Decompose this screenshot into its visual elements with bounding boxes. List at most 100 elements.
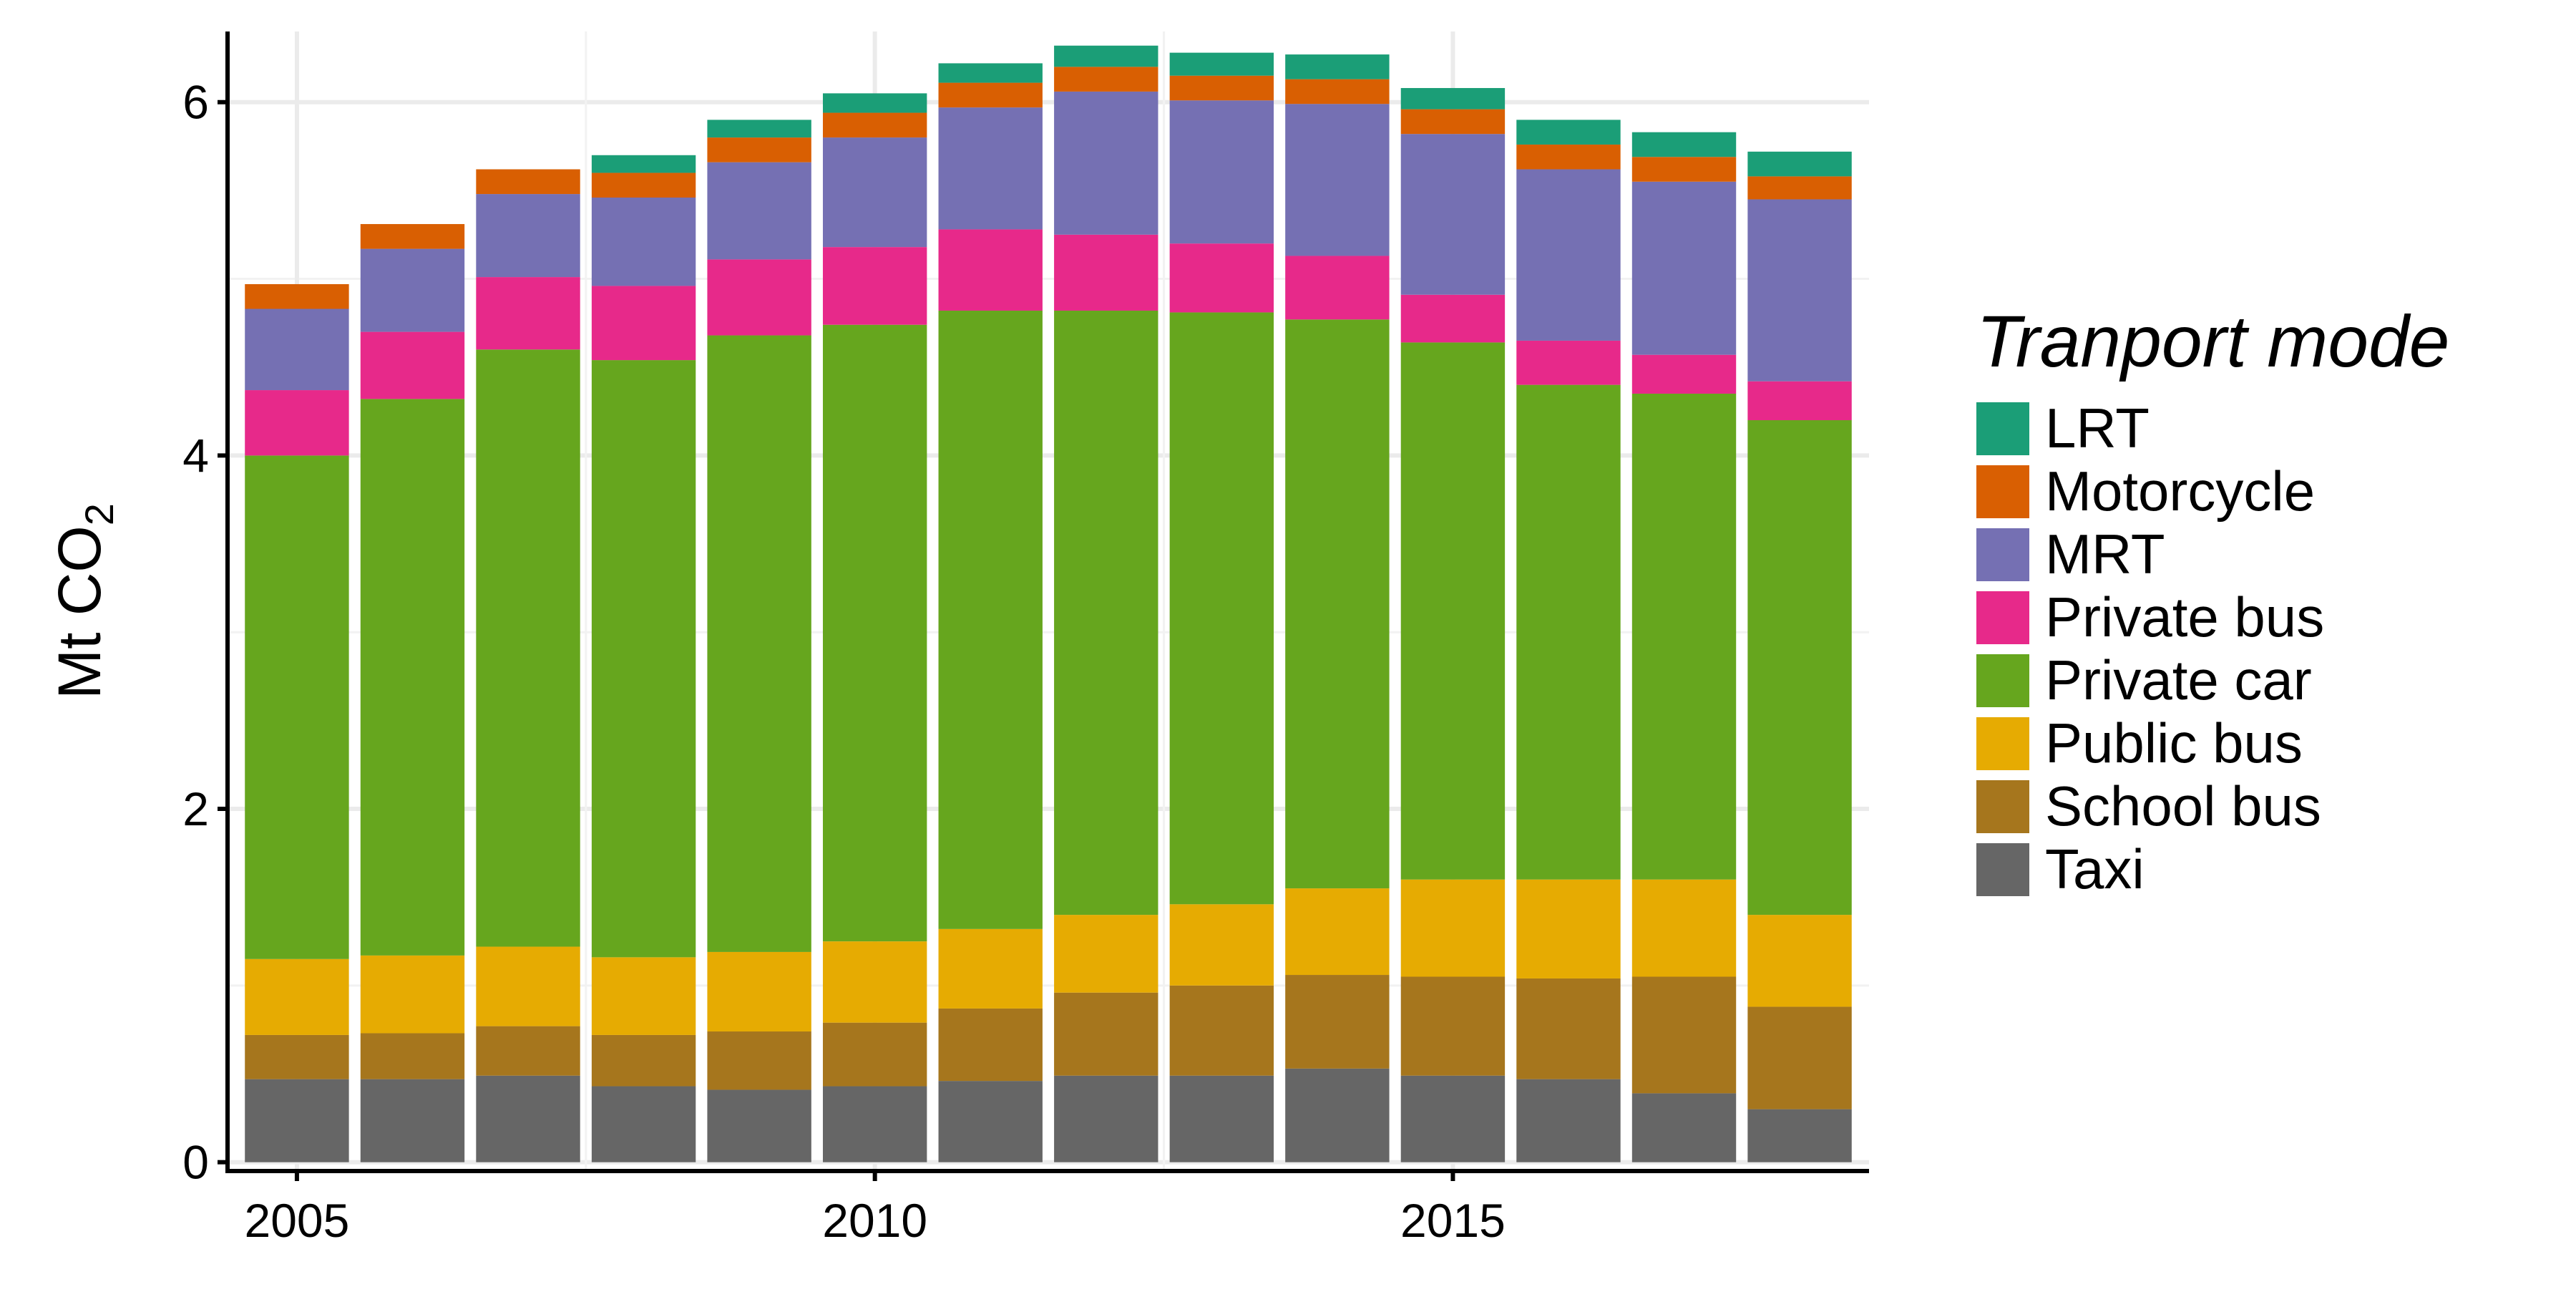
bar-segment-private-car <box>1747 420 1852 915</box>
bar-segment-public-bus <box>1054 915 1158 993</box>
bar-segment-lrt <box>591 155 696 173</box>
bar-segment-private-car <box>1054 310 1158 915</box>
bar-segment-taxi <box>1747 1109 1852 1162</box>
bar-segment-private-bus <box>1169 243 1274 313</box>
bar-segment-motorcycle <box>938 82 1043 108</box>
bar-segment-school-bus <box>1400 976 1506 1076</box>
bar-segment-private-car <box>938 310 1043 929</box>
bar-segment-taxi <box>938 1081 1043 1162</box>
bar-segment-mrt <box>1169 100 1274 244</box>
bar-segment-lrt <box>707 120 811 138</box>
bar-segment-lrt <box>1631 132 1737 157</box>
bar-segment-private-bus <box>360 331 465 399</box>
bar-segment-motorcycle <box>360 224 465 249</box>
bar-segment-school-bus <box>1747 1006 1852 1109</box>
legend-label-private-bus: Private bus <box>2045 586 2324 649</box>
legend-label-school-bus: School bus <box>2045 774 2321 837</box>
bar-segment-private-car <box>360 399 465 956</box>
bar-segment-school-bus <box>360 1033 465 1079</box>
bar-segment-taxi <box>245 1079 349 1162</box>
bar-segment-mrt <box>591 198 696 286</box>
bar-segment-school-bus <box>1169 985 1274 1076</box>
bar-segment-private-car <box>707 335 811 952</box>
bar-segment-mrt <box>707 162 811 260</box>
bar-segment-private-car <box>1631 393 1737 880</box>
bar-segment-taxi <box>707 1089 811 1162</box>
bar-segment-school-bus <box>1516 978 1621 1079</box>
legend-label-public-bus: Public bus <box>2045 711 2303 774</box>
bar-layer <box>245 45 1852 1162</box>
bar-segment-private-bus <box>591 286 696 361</box>
bar-segment-private-bus <box>245 390 349 456</box>
bar-segment-lrt <box>1054 45 1158 67</box>
bar-segment-public-bus <box>1516 879 1621 978</box>
grid-layer <box>228 31 1869 1171</box>
bar-segment-taxi <box>591 1086 696 1162</box>
bar-segment-private-bus <box>1516 340 1621 385</box>
bar-segment-public-bus <box>476 946 580 1026</box>
x-tick-label: 2015 <box>1400 1194 1506 1247</box>
bar-segment-public-bus <box>245 958 349 1035</box>
bar-segment-lrt <box>1285 54 1390 79</box>
bar-segment-motorcycle <box>1285 79 1390 105</box>
bar-segment-mrt <box>822 137 927 248</box>
bar-segment-school-bus <box>1054 992 1158 1076</box>
legend-label-mrt: MRT <box>2045 523 2165 586</box>
legend-label-lrt: LRT <box>2045 397 2150 460</box>
bar-segment-public-bus <box>1631 879 1737 977</box>
bar-segment-private-car <box>1400 342 1506 880</box>
bar-segment-public-bus <box>1747 915 1852 1007</box>
bar-segment-private-bus <box>822 247 927 325</box>
bar-segment-mrt <box>938 107 1043 230</box>
bar-segment-school-bus <box>1285 975 1390 1069</box>
bar-segment-public-bus <box>938 928 1043 1009</box>
bar-segment-taxi <box>1631 1093 1737 1162</box>
bar-segment-taxi <box>822 1086 927 1162</box>
bar-segment-school-bus <box>591 1034 696 1087</box>
bar-segment-school-bus <box>822 1022 927 1087</box>
bar-segment-taxi <box>1285 1068 1390 1162</box>
bar-segment-motorcycle <box>1400 109 1506 135</box>
bar-segment-motorcycle <box>1747 176 1852 200</box>
bar-segment-taxi <box>476 1075 580 1162</box>
bar-segment-taxi <box>1054 1075 1158 1162</box>
y-tick-label: 0 <box>182 1136 209 1189</box>
bar-segment-private-bus <box>707 259 811 336</box>
bar-segment-private-car <box>591 360 696 958</box>
bar-segment-private-bus <box>476 277 580 350</box>
bar-segment-school-bus <box>245 1034 349 1079</box>
bar-segment-school-bus <box>938 1008 1043 1082</box>
y-tick-label: 4 <box>182 429 209 482</box>
bar-segment-school-bus <box>476 1026 580 1076</box>
legend-key-lrt <box>1976 402 2029 455</box>
bar-segment-taxi <box>1516 1079 1621 1162</box>
bar-segment-motorcycle <box>245 283 349 309</box>
legend-key-motorcycle <box>1976 465 2029 518</box>
bar-segment-motorcycle <box>822 112 927 138</box>
bar-segment-motorcycle <box>1631 157 1737 182</box>
legend-label-private-car: Private car <box>2045 649 2312 711</box>
bar-segment-mrt <box>1285 104 1390 256</box>
bar-segment-mrt <box>476 194 580 278</box>
bar-segment-lrt <box>1516 120 1621 145</box>
bar-segment-private-car <box>822 324 927 942</box>
legend-key-taxi <box>1976 843 2029 896</box>
bar-segment-private-car <box>245 455 349 959</box>
bar-segment-lrt <box>1747 151 1852 177</box>
bar-segment-private-car <box>476 349 580 947</box>
x-tick-label: 2005 <box>245 1194 350 1247</box>
y-tick-label: 2 <box>182 782 209 835</box>
bar-segment-motorcycle <box>1169 75 1274 101</box>
bar-segment-mrt <box>1516 169 1621 341</box>
bar-segment-mrt <box>1400 134 1506 295</box>
y-tick-label: 6 <box>182 76 209 129</box>
bar-segment-motorcycle <box>707 137 811 162</box>
bar-segment-school-bus <box>707 1031 811 1090</box>
bar-segment-private-car <box>1516 384 1621 880</box>
bar-segment-lrt <box>938 63 1043 83</box>
bar-segment-private-bus <box>1285 256 1390 320</box>
bar-segment-mrt <box>360 248 465 332</box>
y-axis-title-subscript: 2 <box>77 503 122 525</box>
